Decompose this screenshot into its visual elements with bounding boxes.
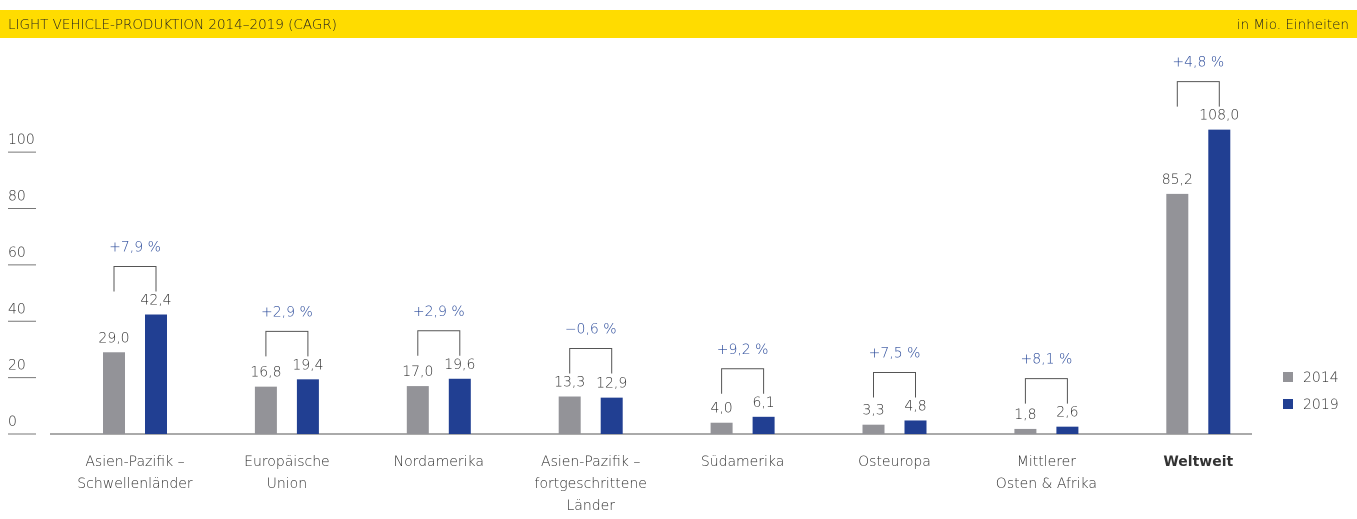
value-label: 16,8	[250, 365, 281, 381]
value-label: 13,3	[554, 375, 585, 391]
cagr-label: −0,6 %	[565, 322, 617, 338]
x-tick-label: Mittlerer	[1017, 454, 1077, 470]
x-tick-label: Weltweit	[1163, 454, 1233, 470]
bar	[1014, 428, 1037, 434]
x-tick-label: Länder	[566, 498, 615, 514]
chart-title: LIGHT VEHICLE-PRODUKTION 2014–2019 (CAGR…	[8, 17, 337, 33]
value-label: 42,4	[140, 293, 171, 309]
bar	[406, 386, 429, 434]
x-tick-label: Asien-Pazifik –	[541, 454, 640, 470]
cagr-bracket	[417, 330, 461, 356]
y-tick-label: 60	[8, 245, 26, 261]
cagr-bracket	[113, 266, 157, 292]
legend-swatch	[1283, 399, 1293, 409]
value-label: 6,1	[752, 395, 774, 411]
cagr-bracket	[1024, 378, 1068, 404]
cagr-bracket	[873, 371, 916, 398]
x-tick-label: Nordamerika	[394, 454, 484, 470]
value-label: 29,0	[98, 330, 129, 346]
value-label: 17,0	[402, 364, 433, 380]
bar	[1056, 426, 1079, 434]
value-label: 19,6	[444, 357, 475, 373]
bar	[752, 416, 775, 434]
x-tick-label: Südamerika	[701, 454, 785, 470]
legend-label: 2014	[1303, 370, 1339, 386]
cagr-bracket	[569, 348, 613, 374]
value-label: 3,3	[862, 403, 884, 419]
legend-swatch	[1283, 372, 1293, 382]
cagr-label: +7,5 %	[869, 345, 921, 361]
x-tick-label: Osteuropa	[858, 454, 931, 470]
bar	[558, 396, 581, 434]
y-tick-label: 100	[8, 132, 35, 148]
y-tick-label: 40	[8, 301, 26, 317]
bar	[145, 314, 167, 434]
y-tick-label: 20	[8, 358, 26, 374]
x-tick-label: Union	[267, 476, 307, 492]
y-tick-label: 0	[8, 414, 17, 430]
bar	[904, 420, 927, 434]
x-tick-label: Schwellenländer	[77, 476, 193, 492]
bar	[600, 397, 623, 434]
value-label: 4,8	[904, 398, 926, 414]
x-tick-label: Osten & Afrika	[996, 476, 1097, 492]
x-tick-label: fortgeschrittene	[535, 476, 647, 492]
bar	[1166, 193, 1189, 434]
bar	[1208, 129, 1231, 435]
cagr-bracket	[1176, 81, 1220, 107]
value-label: 1,8	[1014, 407, 1036, 423]
value-label: 19,4	[292, 357, 323, 373]
bar	[254, 386, 277, 434]
bar	[296, 379, 319, 434]
cagr-label: +8,1 %	[1021, 352, 1073, 368]
legend-label: 2019	[1303, 397, 1339, 413]
cagr-label: +9,2 %	[717, 342, 769, 358]
x-tick-label: Asien-Pazifik –	[85, 454, 184, 470]
cagr-label: +2,9 %	[261, 304, 313, 320]
value-label: 4,0	[710, 401, 732, 417]
cagr-label: +7,9 %	[109, 240, 161, 256]
bar	[103, 352, 125, 434]
cagr-label: +4,8 %	[1172, 55, 1224, 71]
value-label: 85,2	[1162, 172, 1193, 188]
value-label: 2,6	[1056, 405, 1078, 421]
value-label: 108,0	[1199, 108, 1239, 124]
bar	[448, 378, 471, 434]
bar	[710, 422, 733, 434]
y-tick-label: 80	[8, 189, 26, 205]
bar	[862, 424, 885, 434]
cagr-label: +2,9 %	[413, 304, 465, 320]
header-bar	[0, 10, 1357, 38]
value-label: 12,9	[596, 376, 627, 392]
unit-label: in Mio. Einheiten	[1237, 17, 1349, 33]
cagr-bracket	[721, 368, 765, 394]
cagr-bracket	[265, 330, 309, 357]
x-tick-label: Europäische	[244, 454, 330, 470]
